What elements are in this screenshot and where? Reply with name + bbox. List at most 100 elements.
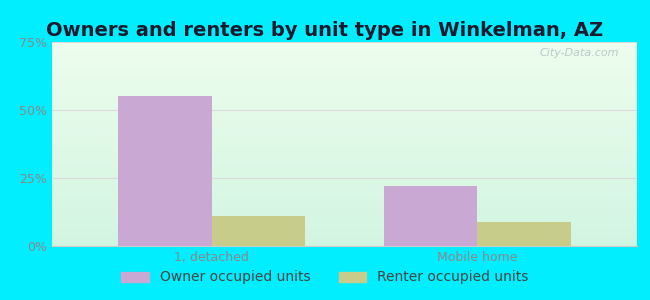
Bar [52, 133, 637, 134]
Bar [52, 155, 637, 156]
Bar [52, 107, 637, 108]
Bar [52, 86, 637, 87]
Bar [52, 170, 637, 172]
Bar [52, 238, 637, 239]
Bar [52, 75, 637, 76]
Bar [52, 198, 637, 199]
Bar [52, 50, 637, 51]
Bar [52, 124, 637, 126]
Bar [52, 95, 637, 96]
Bar [52, 224, 637, 225]
Bar [52, 148, 637, 149]
Bar [52, 164, 637, 165]
Bar [52, 129, 637, 130]
Bar [52, 60, 637, 62]
Bar [52, 102, 637, 103]
Bar [52, 143, 637, 144]
Bar [52, 216, 637, 217]
Bar [52, 169, 637, 170]
Bar [52, 131, 637, 132]
Bar [52, 135, 637, 136]
Bar [52, 76, 637, 77]
Bar [52, 150, 637, 151]
Bar [52, 220, 637, 221]
Bar [52, 130, 637, 131]
Bar [52, 243, 637, 244]
Bar [52, 144, 637, 145]
Bar [52, 108, 637, 109]
Bar [52, 207, 637, 208]
Bar [52, 137, 637, 138]
Bar [52, 118, 637, 119]
Bar [52, 228, 637, 229]
Bar [52, 190, 637, 191]
Bar [52, 182, 637, 183]
Bar [52, 212, 637, 213]
Bar [52, 49, 637, 50]
Bar [52, 141, 637, 142]
Bar [211, 216, 305, 246]
Bar [52, 156, 637, 157]
Bar [52, 241, 637, 242]
Bar [52, 103, 637, 104]
Bar [52, 72, 637, 73]
Bar [52, 221, 637, 223]
Bar [52, 91, 637, 92]
Bar [52, 223, 637, 224]
Bar [52, 159, 637, 160]
Bar [52, 62, 637, 63]
Bar [52, 201, 637, 202]
Bar [52, 204, 637, 205]
Bar [52, 55, 637, 56]
Bar [52, 147, 637, 148]
Bar [52, 70, 637, 72]
Bar [52, 230, 637, 231]
Bar [52, 93, 637, 94]
Bar [52, 200, 637, 201]
Bar [52, 112, 637, 113]
Bar [52, 101, 637, 102]
Bar [52, 63, 637, 64]
Bar [52, 123, 637, 124]
Bar [52, 84, 637, 85]
Bar [52, 65, 637, 67]
Bar [384, 186, 478, 246]
Bar [52, 191, 637, 192]
Bar [52, 57, 637, 58]
Bar [52, 126, 637, 127]
Bar [52, 138, 637, 139]
Bar [52, 85, 637, 86]
Bar [52, 192, 637, 193]
Bar [52, 209, 637, 210]
Bar [52, 203, 637, 204]
Bar [52, 180, 637, 181]
Bar [52, 244, 637, 245]
Bar [52, 132, 637, 133]
Bar [52, 193, 637, 194]
Bar [52, 178, 637, 179]
Bar [52, 146, 637, 147]
Bar [52, 139, 637, 140]
Bar [52, 122, 637, 123]
Bar [52, 52, 637, 53]
Bar [52, 231, 637, 232]
Bar [478, 221, 571, 246]
Bar [52, 240, 637, 241]
Bar [52, 239, 637, 240]
Bar [52, 46, 637, 47]
Bar [52, 183, 637, 184]
Bar [52, 128, 637, 129]
Bar [52, 54, 637, 55]
Bar [52, 105, 637, 106]
Bar [52, 98, 637, 99]
Bar [52, 106, 637, 107]
Bar [52, 194, 637, 195]
Bar [52, 165, 637, 166]
Bar [52, 158, 637, 159]
Bar [52, 58, 637, 59]
Bar [52, 184, 637, 185]
Bar [52, 206, 637, 207]
Bar [52, 94, 637, 95]
Bar [52, 174, 637, 175]
Bar [52, 79, 637, 80]
